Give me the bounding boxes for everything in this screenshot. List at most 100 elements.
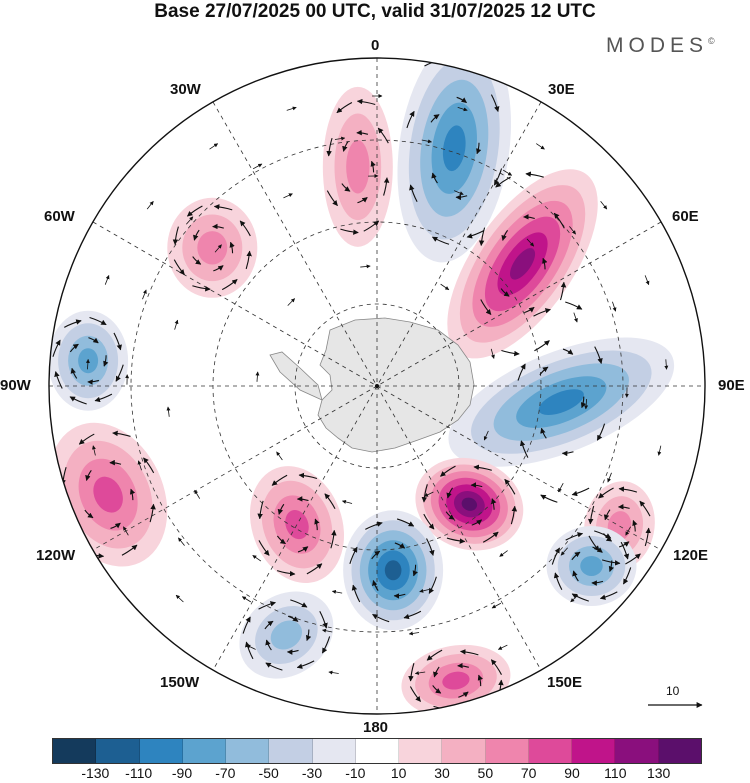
brand-mark: ©: [708, 36, 715, 46]
wind-vector: [213, 204, 233, 211]
wind-vector: [446, 487, 454, 499]
wind-vector: [625, 526, 631, 536]
wind-vector: [620, 541, 630, 560]
wind-vector: [644, 275, 650, 286]
anomaly-contour: [346, 140, 370, 194]
brand-logo: MODES©: [606, 34, 715, 58]
wind-vector: [428, 576, 437, 594]
anomaly-contour: [461, 497, 478, 511]
wind-vector: [457, 662, 469, 669]
anomaly-contour: [384, 560, 402, 581]
wind-vector: [536, 143, 545, 150]
colorbar-bin-10: [485, 739, 529, 763]
colorbar-bin-2: [139, 739, 183, 763]
wind-vector: [341, 499, 353, 504]
wind-vector: [326, 137, 333, 157]
wind-vector: [103, 355, 109, 367]
anomaly-contour: [538, 389, 584, 416]
wind-vector: [175, 594, 184, 603]
wind-vector: [321, 636, 331, 654]
wind-vector: [396, 518, 415, 527]
wind-vector: [456, 96, 467, 104]
wind-vector: [403, 610, 422, 620]
anomaly-contour: [442, 671, 470, 690]
wind-vector: [414, 670, 426, 675]
wind-vector: [115, 364, 124, 382]
wind-vector: [360, 264, 371, 269]
lon-label-180: 180: [363, 719, 389, 736]
lon-label-60w: 60W: [44, 208, 75, 225]
wind-vector: [603, 509, 611, 521]
lon-label-150w: 150W: [160, 674, 200, 691]
wind-vector: [62, 516, 74, 532]
wind-vector: [406, 110, 415, 129]
wind-vector: [297, 546, 309, 553]
wind-vector: [419, 588, 430, 593]
wind-vector: [412, 564, 418, 577]
colorbar-bin-12: [572, 739, 616, 763]
wind-vector: [591, 580, 604, 586]
wind-vector: [394, 542, 406, 549]
wind-vector: [174, 319, 179, 330]
wind-vector: [497, 644, 508, 650]
wind-vector: [409, 184, 418, 203]
colorbar-tick-label: -10: [345, 765, 366, 781]
wind-vector: [166, 406, 171, 417]
wind-vector: [460, 649, 479, 656]
wind-vector: [480, 299, 492, 315]
wind-vector: [618, 486, 638, 493]
wind-vector: [491, 498, 497, 510]
wind-vector: [499, 550, 508, 557]
wind-vector: [142, 289, 147, 300]
colorbar-bin-5: [269, 739, 313, 763]
anomaly-high: [415, 457, 524, 551]
wind-vector: [341, 183, 351, 192]
wind-vector: [519, 440, 529, 458]
wind-vector: [296, 660, 315, 669]
wind-vector: [501, 230, 509, 241]
wind-vector: [622, 567, 632, 585]
wind-vector: [351, 584, 361, 603]
wind-vector: [287, 615, 299, 622]
wind-vector: [244, 641, 254, 660]
wind-vector: [85, 470, 92, 481]
wind-vector: [277, 503, 285, 515]
colorbar-tick-label: 90: [564, 765, 580, 781]
colorbar-bin-3: [182, 739, 227, 763]
wind-vector: [539, 366, 549, 376]
wind-vector: [457, 107, 468, 112]
wind-vector: [458, 691, 469, 698]
wind-vector: [490, 659, 502, 675]
lon-label-90e: 90E: [718, 377, 745, 394]
wind-vector: [523, 214, 535, 220]
wind-vector: [569, 226, 576, 235]
wind-vector: [241, 596, 252, 603]
wind-vector: [192, 285, 211, 292]
wind-vector: [446, 537, 466, 544]
wind-vector: [89, 316, 107, 326]
wind-vector: [286, 649, 299, 655]
wind-vector: [553, 572, 563, 591]
wind-vector: [290, 599, 308, 608]
wind-vector: [524, 306, 535, 314]
wind-vector: [408, 663, 415, 682]
wind-vector: [178, 537, 185, 546]
south-pole-marker: [375, 384, 379, 388]
wind-vector: [109, 459, 122, 466]
wind-vector: [573, 312, 578, 323]
wind-vector: [664, 359, 669, 370]
colorbar-tick-label: -30: [301, 765, 323, 781]
wind-vector: [599, 591, 618, 600]
wind-vector: [334, 136, 346, 141]
wind-vector: [64, 319, 82, 328]
wind-vector: [431, 236, 450, 245]
wind-vector: [533, 308, 551, 317]
wind-vector: [257, 500, 264, 520]
anomaly-contour: [270, 620, 303, 650]
wind-vector: [245, 250, 252, 270]
wind-vector: [69, 396, 87, 405]
wind-vector: [608, 560, 615, 572]
lon-label-30w: 30W: [170, 81, 201, 98]
anomaly-contour: [93, 476, 123, 513]
wind-vector: [264, 620, 274, 630]
